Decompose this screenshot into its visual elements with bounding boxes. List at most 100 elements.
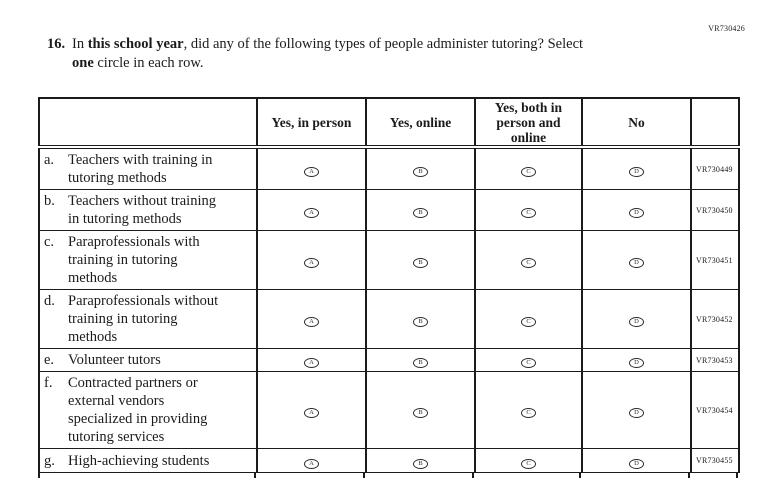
option-bubble-a[interactable]: A [304,317,319,328]
option-bubble-b[interactable]: B [413,458,428,469]
option-bubble-letter: B [418,209,423,216]
question-vr-code: VR730426 [708,24,745,33]
option-bubble-d[interactable]: D [629,317,644,328]
option-bubble-a[interactable]: A [304,258,319,269]
option-bubble-d[interactable]: D [629,408,644,419]
option-cell-b: B [365,448,476,473]
option-bubble-letter: D [634,409,639,416]
option-bubble-letter: D [634,318,639,325]
option-cell-d: D [581,371,692,449]
row-label-text: Teachers without training in tutoring me… [68,193,216,227]
option-bubble-a[interactable]: A [304,458,319,469]
table-row-g: g. High-achieving students A B C D VR730455 [38,448,740,473]
option-bubble-letter: A [309,318,314,325]
option-bubble-letter: B [418,318,423,325]
option-bubble-letter: C [526,209,531,216]
option-cell-b: B [365,348,476,372]
option-bubble-d[interactable]: D [629,167,644,178]
option-cell-c: C [474,289,583,349]
row-letter: f. [44,375,53,391]
table-cut-stub [736,473,738,478]
option-cell-c: C [474,230,583,290]
table-cut-stub [688,473,690,478]
question-text-segment: circle in each row. [93,55,204,71]
option-bubble-c[interactable]: C [521,208,536,219]
option-cell-d: D [581,289,692,349]
option-bubble-b[interactable]: B [413,317,428,328]
row-label-cell: c. Paraprofessionals with training in tut… [38,230,258,290]
row-label-column-header [38,97,258,149]
option-bubble-letter: D [634,168,639,175]
table-cut-stub [579,473,581,478]
option-bubble-c[interactable]: C [521,258,536,269]
option-cell-d: D [581,348,692,372]
option-cell-a: A [256,230,367,290]
table-row-c: c. Paraprofessionals with training in tut… [38,230,740,290]
option-bubble-letter: B [418,409,423,416]
option-bubble-c[interactable]: C [521,408,536,419]
option-bubble-letter: A [309,359,314,366]
row-vr-code: VR730450 [690,189,740,231]
option-bubble-d[interactable]: D [629,358,644,369]
option-cell-d: D [581,189,692,231]
option-bubble-a[interactable]: A [304,408,319,419]
option-bubble-letter: A [309,409,314,416]
option-cell-b: B [365,146,476,190]
option-bubble-c[interactable]: C [521,458,536,469]
option-bubble-a[interactable]: A [304,358,319,369]
row-label: g. High-achieving students [44,452,254,470]
row-letter: d. [44,293,55,309]
table-cut-stub [38,473,40,478]
option-bubble-b[interactable]: B [413,408,428,419]
row-label-text: Volunteer tutors [68,352,161,368]
option-bubble-letter: D [634,459,639,467]
row-vr-code: VR730455 [690,448,740,473]
question-text-segment: , did any of the following types of peop… [183,36,584,52]
response-table: Yes, in person Yes, online Yes, both in pe… [38,97,740,473]
table-cut-stub [363,473,365,478]
row-vr-code: VR730449 [690,146,740,190]
option-bubble-c[interactable]: C [521,167,536,178]
option-bubble-d[interactable]: D [629,458,644,469]
option-cell-c: C [474,189,583,231]
option-bubble-a[interactable]: A [304,208,319,219]
option-bubble-letter: B [418,359,423,366]
row-label-text: Contracted partners or external vendors … [68,375,208,445]
table-cut-stub [254,473,256,478]
response-table-wrap: Yes, in person Yes, online Yes, both in pe… [38,97,740,478]
row-label-cell: f. Contracted partners or external vendor… [38,371,258,449]
question-text-bold: this school year [87,36,184,52]
option-bubble-letter: C [526,259,531,266]
option-bubble-d[interactable]: D [629,208,644,219]
question-line: In this school year, did any of the foll… [72,35,583,54]
option-cell-a: A [256,448,367,473]
option-bubble-b[interactable]: B [413,258,428,269]
column-header-yes-both: Yes, both in person and online [474,97,583,149]
row-label-text: Teachers with training in tutoring metho… [68,152,213,186]
column-header-yes-in-person: Yes, in person [256,97,367,149]
column-header-yes-online: Yes, online [365,97,476,149]
option-bubble-a[interactable]: A [304,167,319,178]
question-block: 16. In this school year, did any of the … [47,35,707,73]
option-bubble-c[interactable]: C [521,358,536,369]
question-number: 16. [47,36,66,52]
table-row-d: d. Paraprofessionals without training in … [38,289,740,349]
option-bubble-d[interactable]: D [629,258,644,269]
row-vr-code: VR730452 [690,289,740,349]
code-column-header [690,97,740,149]
question-text: In this school year, did any of the foll… [72,35,583,73]
option-bubble-c[interactable]: C [521,317,536,328]
option-bubble-b[interactable]: B [413,167,428,178]
option-cell-b: B [365,230,476,290]
row-vr-code: VR730453 [690,348,740,372]
option-cell-b: B [365,289,476,349]
header-row: Yes, in person Yes, online Yes, both in pe… [38,97,740,149]
option-bubble-b[interactable]: B [413,208,428,219]
option-cell-b: B [365,189,476,231]
row-letter: g. [44,452,55,469]
option-cell-a: A [256,189,367,231]
row-label: d. Paraprofessionals without training in … [44,292,254,346]
option-bubble-b[interactable]: B [413,358,428,369]
row-letter: b. [44,193,55,209]
option-cell-a: A [256,146,367,190]
